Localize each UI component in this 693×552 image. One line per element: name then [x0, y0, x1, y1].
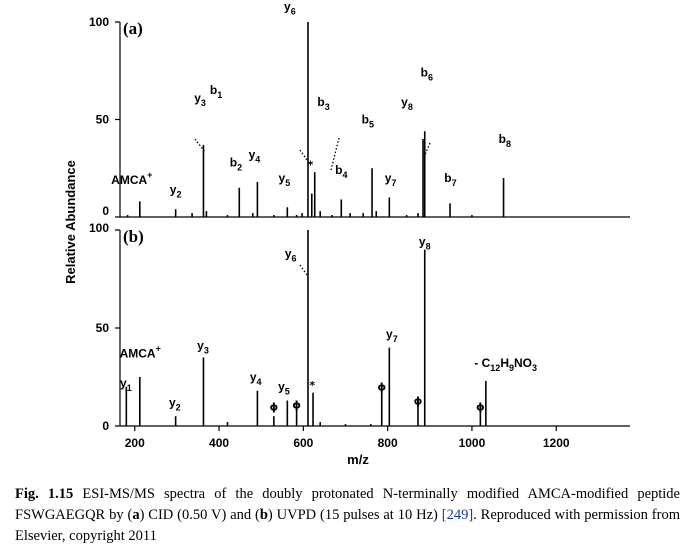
peak-label: y8	[419, 235, 431, 252]
panel-b-y-tick-label: 50	[96, 321, 110, 335]
caption-figure-number: Fig. 1.15	[15, 486, 74, 502]
panel-a-y-tick-label: 0	[102, 204, 109, 218]
peak-marker: ϕ	[414, 394, 423, 407]
peak-marker: *	[308, 158, 314, 171]
peak-label: AMCA+	[111, 170, 152, 187]
figure-caption: Fig. 1.15 ESI-MS/MS spectra of the doubl…	[15, 484, 680, 547]
peak-label: y3	[194, 91, 206, 108]
x-tick-label: 600	[293, 436, 313, 450]
peak-label: y7	[385, 171, 397, 188]
label-leader-line	[194, 138, 206, 153]
peak-label: y6	[285, 246, 297, 263]
peak-label: y4	[249, 148, 261, 165]
peak-label: b3	[317, 95, 329, 112]
peak-marker: *	[309, 379, 315, 392]
peak-marker: ϕ	[377, 381, 386, 394]
x-tick-label: 1200	[543, 436, 570, 450]
y-axis-title: Relative Abundance	[63, 160, 78, 284]
peak-label: y7	[386, 327, 398, 344]
peak-label: y5	[278, 380, 290, 397]
caption-panel-a-letter: a	[132, 507, 140, 523]
peak-label: AMCA+	[120, 343, 161, 360]
panel-b-y-tick-label: 100	[89, 221, 109, 235]
x-axis-title: m/z	[347, 452, 369, 467]
label-leader-line	[423, 142, 431, 158]
panel-a-y-tick-label: 100	[89, 15, 109, 29]
peak-label: b1	[210, 83, 222, 100]
peak-label: y8	[401, 95, 413, 112]
caption-reference-link[interactable]: [249]	[441, 507, 474, 523]
peak-label: y3	[197, 339, 209, 356]
panel-a-letter: (a)	[123, 19, 143, 38]
peak-marker: ϕ	[476, 400, 485, 413]
panel-a-y-tick-label: 50	[96, 113, 110, 127]
peak-label: b2	[230, 155, 242, 172]
caption-text-2: ) CID (0.50 V) and (	[139, 507, 260, 523]
x-tick-label: 400	[209, 436, 229, 450]
caption-text-3: ) UVPD (15 pulses at 10 Hz)	[267, 507, 442, 523]
peak-label: b8	[499, 132, 511, 149]
peak-label: y1	[120, 376, 132, 393]
x-tick-label: 1000	[459, 436, 486, 450]
peak-label: y2	[169, 395, 181, 412]
x-tick-label: 800	[378, 436, 398, 450]
peak-label: y2	[170, 183, 182, 200]
panel-b-spectrum: (b) y1 AMCA+ y2 y3 y4 y5 y6 y7 y8 - C12H9NO3 ϕ ϕ * ϕ ϕ ϕ	[120, 227, 630, 427]
label-leader-line	[299, 149, 308, 161]
x-tick-label: 200	[125, 436, 145, 450]
caption-text-4: . Reproduced with permission from Elsevi…	[15, 507, 680, 544]
peak-label: y4	[250, 370, 262, 387]
label-leader-line	[299, 264, 308, 276]
peak-marker: ϕ	[269, 400, 278, 413]
peak-label: b4	[335, 163, 347, 180]
peak-label: y6	[284, 0, 296, 16]
peak-label: - C12H9NO3	[474, 356, 537, 373]
panel-b-y-tick-label: 0	[102, 419, 109, 433]
caption-text-1: ESI-MS/MS spectra of the doubly protonat…	[15, 486, 680, 523]
peak-marker: ϕ	[292, 398, 301, 411]
panel-b-letter: (b)	[123, 227, 144, 246]
caption-panel-b-letter: b	[259, 507, 268, 523]
peak-label: b5	[362, 112, 374, 129]
peak-label: b7	[444, 171, 456, 188]
peak-label: y5	[279, 171, 291, 188]
peak-label: b6	[421, 66, 433, 83]
